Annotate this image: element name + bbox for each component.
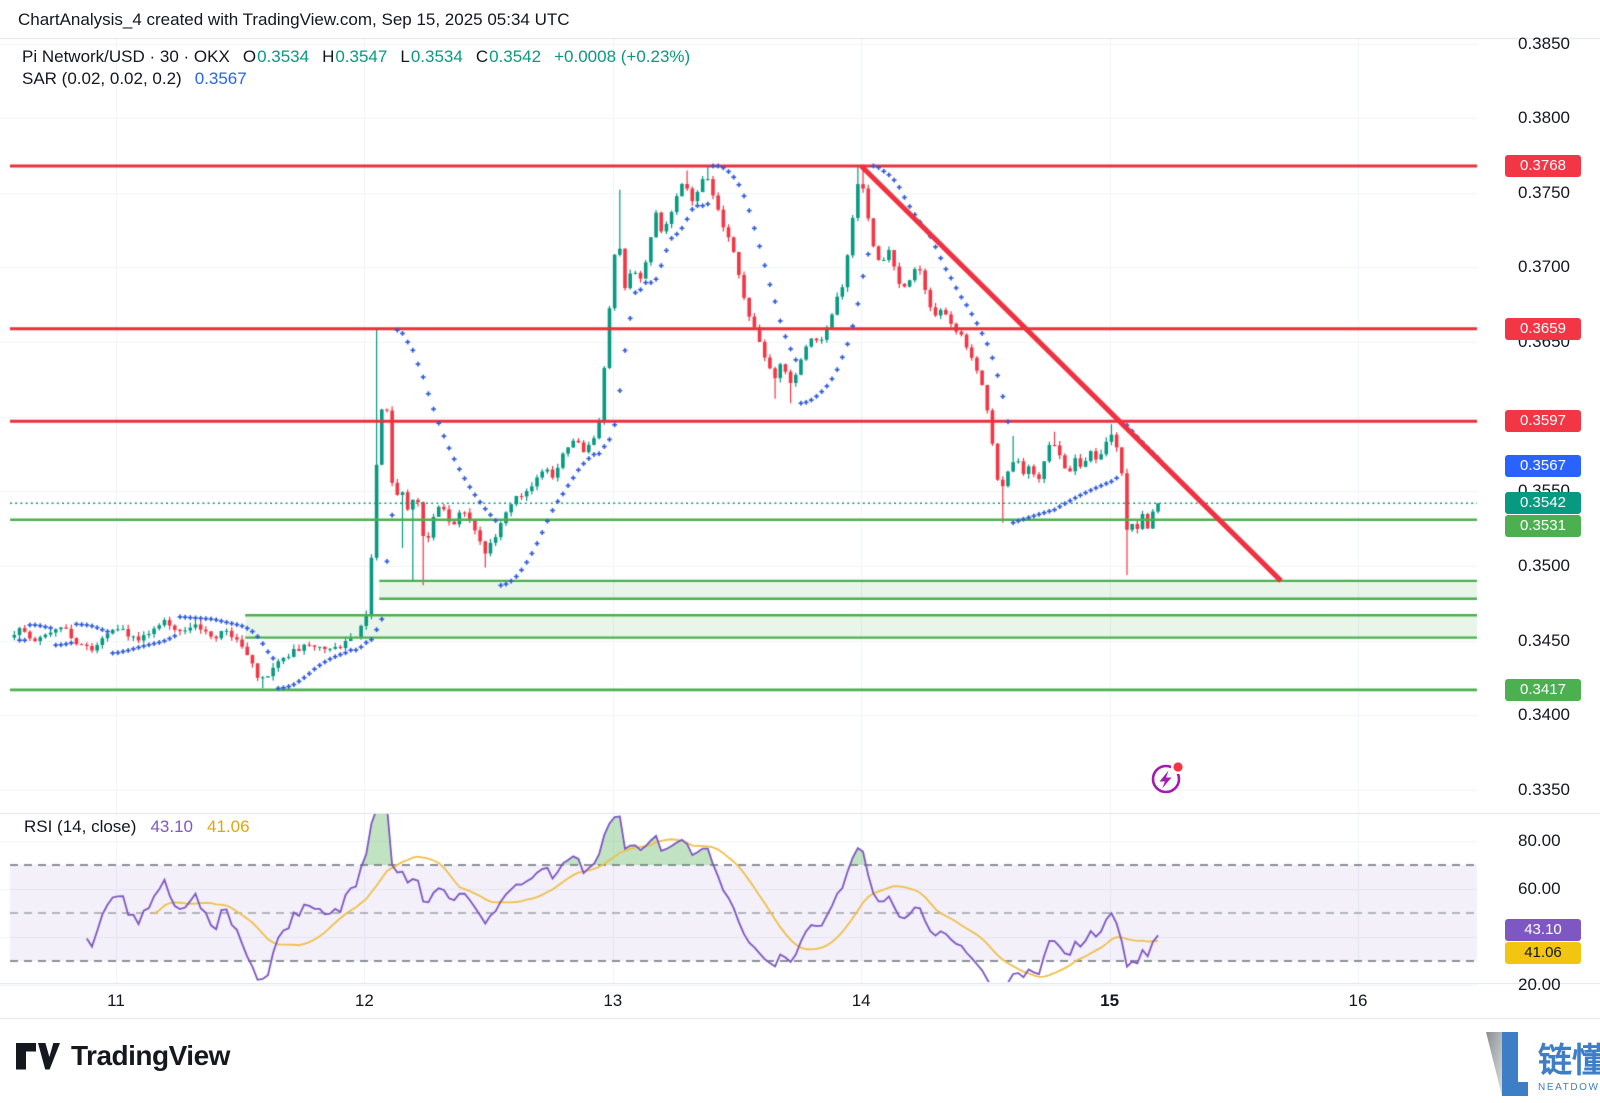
- rsi-indicator-label[interactable]: RSI (14, close): [24, 817, 137, 836]
- price-chart-canvas[interactable]: [0, 0, 1600, 1020]
- price-axis-tick: 0.3350: [1518, 779, 1570, 799]
- rsi-value-badge: 43.10: [1505, 918, 1581, 941]
- neatdown-brand-text: 链懂: [1538, 1042, 1600, 1080]
- price-axis-tick: 0.3400: [1518, 705, 1570, 725]
- time-axis-label: 12: [354, 991, 374, 1010]
- low-value: 0.3534: [410, 47, 463, 66]
- rsi-axis-tick: 80.00: [1518, 831, 1561, 851]
- lightning-stamp-icon: [1151, 760, 1185, 794]
- price-level-badge: 0.3542: [1505, 492, 1581, 515]
- high-value: 0.3547: [335, 47, 388, 66]
- price-axis-tick: 0.3800: [1518, 108, 1570, 128]
- sar-indicator-label[interactable]: SAR (0.02, 0.02, 0.2): [22, 69, 182, 88]
- neatdown-logo[interactable]: 链懂 NEATDOWN.COM: [1486, 1032, 1600, 1098]
- neatdown-logo-icon: [1486, 1032, 1528, 1096]
- close-value: 0.3542: [489, 47, 542, 66]
- price-axis-tick: 0.3500: [1518, 555, 1570, 575]
- page-title: ChartAnalysis_4 created with TradingView…: [18, 10, 570, 29]
- time-scale[interactable]: 11 12 13 14 15 16: [0, 984, 1477, 1018]
- price-scale[interactable]: 0.3850 0.3800 0.3750 0.3700 0.3650 0.3550 0.35…: [1478, 0, 1600, 1018]
- price-axis-tick: 0.3700: [1518, 257, 1570, 277]
- price-axis-tick: 0.3450: [1518, 630, 1570, 650]
- tradingview-logo-text: TradingView: [71, 1040, 230, 1071]
- symbol-title[interactable]: Pi Network/USD · 30 · OKX: [22, 47, 230, 66]
- rsi-ma-value: 41.06: [206, 817, 250, 836]
- tradingview-logo-icon: [16, 1042, 60, 1069]
- neatdown-brand-url: NEATDOWN.COM: [1538, 1082, 1600, 1093]
- price-axis-tick: 0.3850: [1518, 33, 1570, 53]
- price-level-badge: 0.3659: [1505, 317, 1581, 340]
- open-label: O: [242, 47, 257, 66]
- chart-legend: Pi Network/USD · 30 · OKX O 0.3534 H 0.354…: [22, 46, 690, 90]
- time-axis-label: 16: [1348, 991, 1368, 1010]
- time-axis-label: 13: [603, 991, 623, 1010]
- change-value: +0.0008 (+0.23%): [554, 47, 691, 66]
- price-level-badge: 0.3567: [1505, 454, 1581, 477]
- time-axis-label: 11: [107, 991, 125, 1010]
- rsi-axis-tick: 60.00: [1518, 879, 1561, 898]
- sar-value: 0.3567: [194, 69, 247, 88]
- price-level-badge: 0.3417: [1505, 678, 1581, 701]
- price-axis-tick: 0.3750: [1518, 182, 1570, 202]
- price-level-badge: 0.3531: [1505, 515, 1581, 538]
- tradingview-logo[interactable]: TradingView: [16, 1040, 230, 1072]
- time-axis-label: 15: [1100, 991, 1120, 1010]
- price-level-badge: 0.3597: [1505, 410, 1581, 433]
- open-value: 0.3534: [257, 47, 310, 66]
- close-label: C: [475, 47, 489, 66]
- rsi-legend: RSI (14, close) 43.10 41.06: [24, 817, 250, 837]
- rsi-axis-tick: 20.00: [1518, 974, 1561, 994]
- high-label: H: [322, 47, 335, 66]
- rsi-value-badge: 41.06: [1505, 941, 1581, 964]
- price-level-badge: 0.3768: [1505, 154, 1581, 177]
- rsi-value: 43.10: [150, 817, 193, 836]
- time-axis-label: 14: [851, 991, 871, 1010]
- low-label: L: [400, 47, 410, 66]
